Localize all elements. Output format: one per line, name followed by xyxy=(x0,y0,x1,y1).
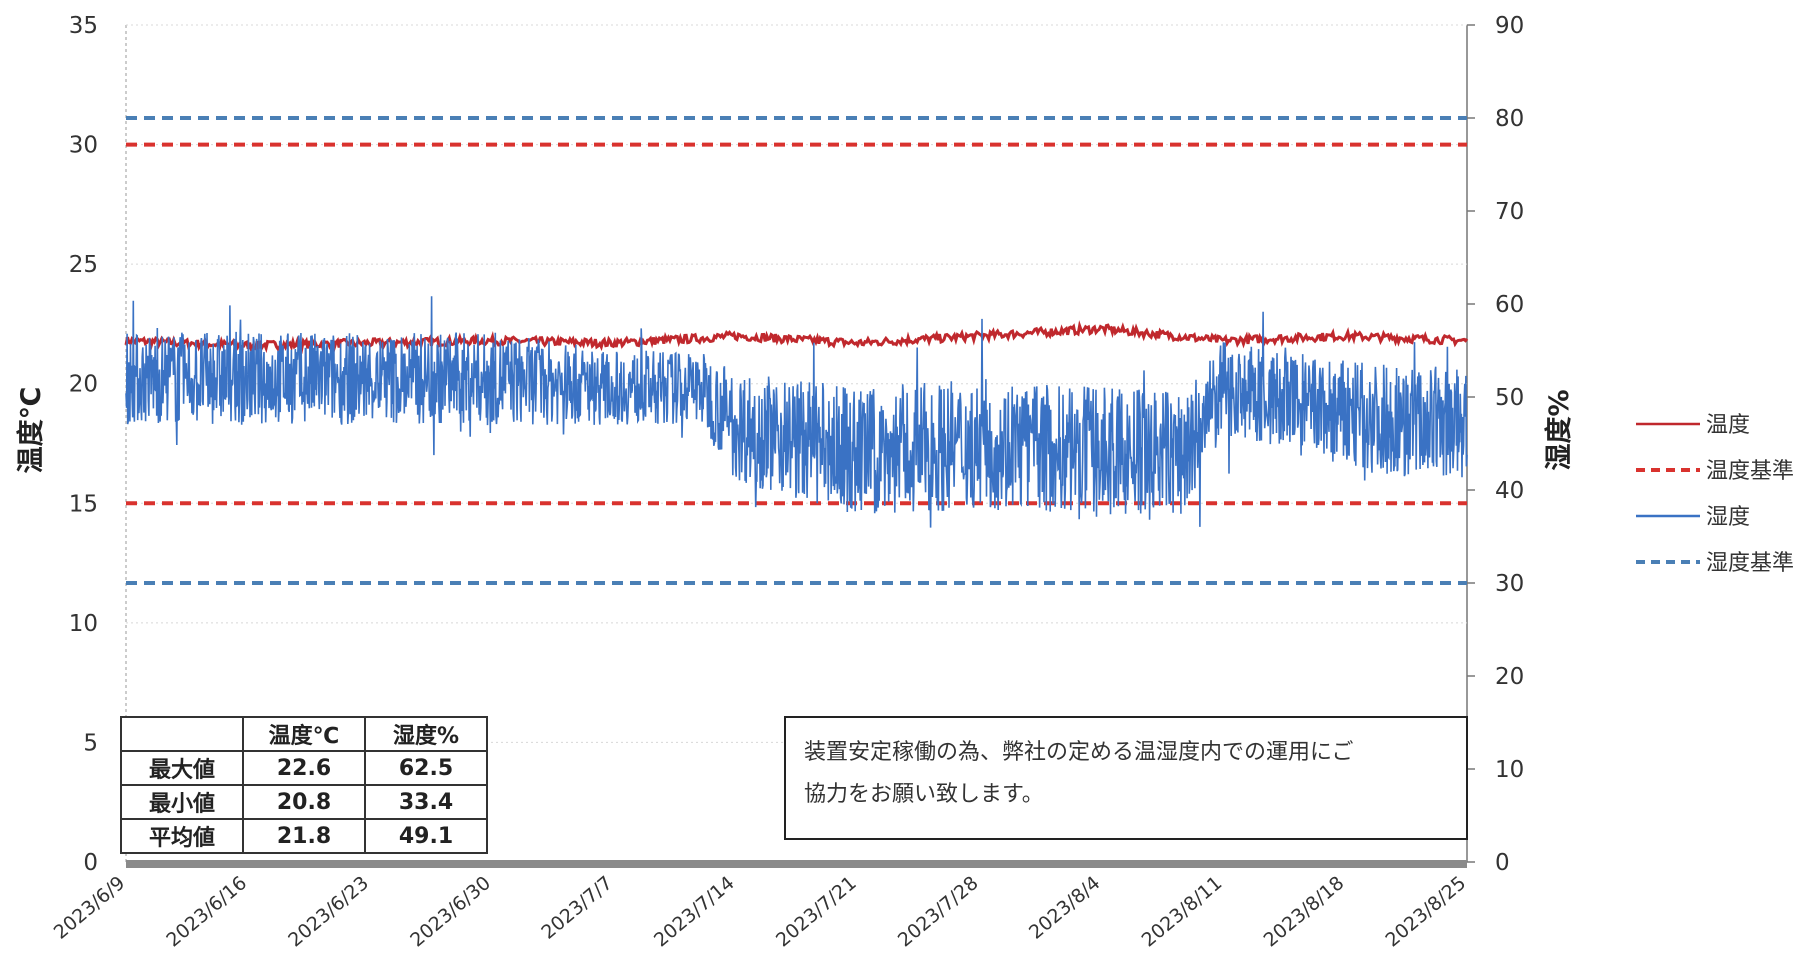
stats-label: 最大値 xyxy=(120,750,244,786)
x-axis: 2023/6/9 2023/6/16 2023/6/23 2023/6/30 2023/… xyxy=(50,872,1471,951)
y-right-tick-label: 0 xyxy=(1495,850,1510,876)
x-tick-label: 2023/7/7 xyxy=(537,872,617,944)
y-left-tick-label: 25 xyxy=(69,252,98,278)
y-left-tick-label: 10 xyxy=(69,611,98,637)
stats-hum-value: 62.5 xyxy=(364,750,488,786)
series-layer xyxy=(124,116,1469,585)
stats-hum-value: 49.1 xyxy=(364,818,488,854)
stats-hum-value: 33.4 xyxy=(364,784,488,820)
x-tick-label: 2023/8/4 xyxy=(1025,872,1105,944)
y-right-tick-label: 50 xyxy=(1495,385,1524,411)
stats-header-blank xyxy=(120,716,244,752)
stats-header-temp: 温度℃ xyxy=(242,716,366,752)
stats-temp-value: 22.6 xyxy=(242,750,366,786)
stats-row-min: 最小値 20.8 33.4 xyxy=(120,784,488,820)
stats-temp-value: 20.8 xyxy=(242,784,366,820)
x-tick-label: 2023/6/9 xyxy=(50,872,130,944)
x-tick-label: 2023/8/11 xyxy=(1138,872,1227,951)
x-tick-label: 2023/7/14 xyxy=(650,872,739,951)
y-left-tick-label: 5 xyxy=(83,730,98,756)
legend-label: 温度 xyxy=(1706,413,1750,438)
y-left-tick-label: 20 xyxy=(69,372,98,398)
y-right-axis: 0 10 20 30 40 50 60 70 80 90 xyxy=(1467,13,1524,876)
x-tick-label: 2023/6/30 xyxy=(406,872,495,951)
x-tick-label: 2023/7/28 xyxy=(894,872,983,951)
y-left-axis-title: 温度℃ xyxy=(15,387,47,474)
legend-label: 温度基準 xyxy=(1706,459,1794,484)
y-right-tick-label: 10 xyxy=(1495,757,1524,783)
stats-header-hum: 湿度% xyxy=(364,716,488,752)
y-right-tick-label: 30 xyxy=(1495,571,1524,597)
x-tick-label: 2023/8/18 xyxy=(1260,872,1349,951)
stats-header-row: 温度℃ 湿度% xyxy=(120,716,488,752)
legend-label: 湿度 xyxy=(1706,505,1750,530)
stats-temp-value: 21.8 xyxy=(242,818,366,854)
stats-label: 平均値 xyxy=(120,818,244,854)
note-line: 協力をお願い致します。 xyxy=(804,782,1044,807)
y-right-tick-label: 60 xyxy=(1495,292,1524,318)
y-left-tick-label: 0 xyxy=(83,850,98,876)
humidity-line xyxy=(125,296,1468,528)
x-tick-label: 2023/6/16 xyxy=(162,872,251,951)
stats-label: 最小値 xyxy=(120,784,244,820)
y-right-tick-label: 40 xyxy=(1495,478,1524,504)
legend-label: 湿度基準 xyxy=(1706,551,1794,576)
stats-row-avg: 平均値 21.8 49.1 xyxy=(120,818,488,854)
x-tick-label: 2023/7/21 xyxy=(772,872,861,951)
x-tick-label: 2023/6/23 xyxy=(284,872,373,951)
y-right-tick-label: 20 xyxy=(1495,664,1524,690)
y-right-tick-label: 70 xyxy=(1495,199,1524,225)
note-line: 装置安定稼働の為、弊社の定める温湿度内での運用にご xyxy=(804,740,1354,765)
y-right-axis-title: 湿度% xyxy=(1543,389,1575,470)
x-tick-label: 2023/8/25 xyxy=(1381,872,1470,951)
note-box: 装置安定稼働の為、弊社の定める温湿度内での運用にご 協力をお願い致します。 xyxy=(784,716,1468,840)
y-left-tick-label: 35 xyxy=(69,13,98,39)
y-left-tick-label: 30 xyxy=(69,133,98,159)
y-left-axis: 0 5 10 15 20 25 30 35 xyxy=(69,13,98,876)
y-right-tick-label: 90 xyxy=(1495,13,1524,39)
stats-row-max: 最大値 22.6 62.5 xyxy=(120,750,488,786)
y-right-tick-label: 80 xyxy=(1495,106,1524,132)
x-axis-baseline xyxy=(126,860,1467,868)
y-left-tick-label: 15 xyxy=(69,491,98,517)
stats-table: 温度℃ 湿度% 最大値 22.6 62.5 最小値 20.8 33.4 平均値 … xyxy=(120,716,488,854)
